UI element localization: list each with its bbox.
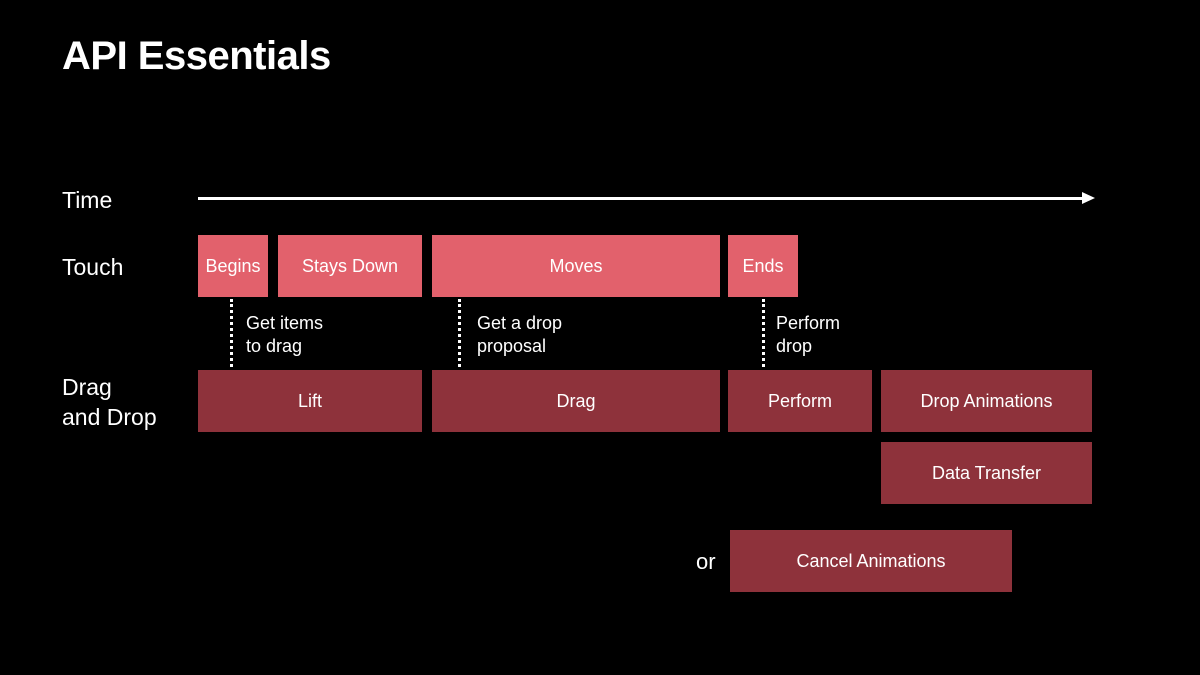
connector-get-items [230,299,233,367]
note-get-items-line-2: to drag [246,336,303,356]
row-label-time: Time [62,187,113,213]
timeline-arrow-head-icon [1082,192,1095,204]
note-get-proposal: Get a drop proposal [477,312,562,358]
page-title: API Essentials [62,34,331,78]
touch-ends-box: Ends [728,235,798,297]
row-label-drag-line-1: Drag [62,374,112,400]
timeline-arrow-line [198,197,1084,200]
row-label-touch: Touch [62,254,124,280]
phase-data-transfer-box: Data Transfer [881,442,1092,504]
row-label-drag-line-2: and Drop [62,404,157,430]
touch-begins-box: Begins [198,235,268,297]
phase-perform-box: Perform [728,370,872,432]
or-label: or [696,549,716,574]
phase-drop-animations-box: Drop Animations [881,370,1092,432]
phase-cancel-animations-box: Cancel Animations [730,530,1012,592]
note-get-proposal-line-2: proposal [477,336,547,356]
touch-moves-box: Moves [432,235,720,297]
row-label-drag-and-drop: Drag and Drop [62,372,157,432]
note-get-proposal-line-1: Get a drop [477,313,563,333]
note-get-items: Get items to drag [246,312,323,358]
note-perform-drop-line-1: Perform [776,313,841,333]
note-perform-drop-line-2: drop [776,336,813,356]
note-get-items-line-1: Get items [246,313,324,333]
connector-perform-drop [762,299,765,367]
note-perform-drop: Perform drop [776,312,840,358]
phase-lift-box: Lift [198,370,422,432]
connector-get-proposal [458,299,461,367]
phase-drag-box: Drag [432,370,720,432]
touch-stays-down-box: Stays Down [278,235,422,297]
